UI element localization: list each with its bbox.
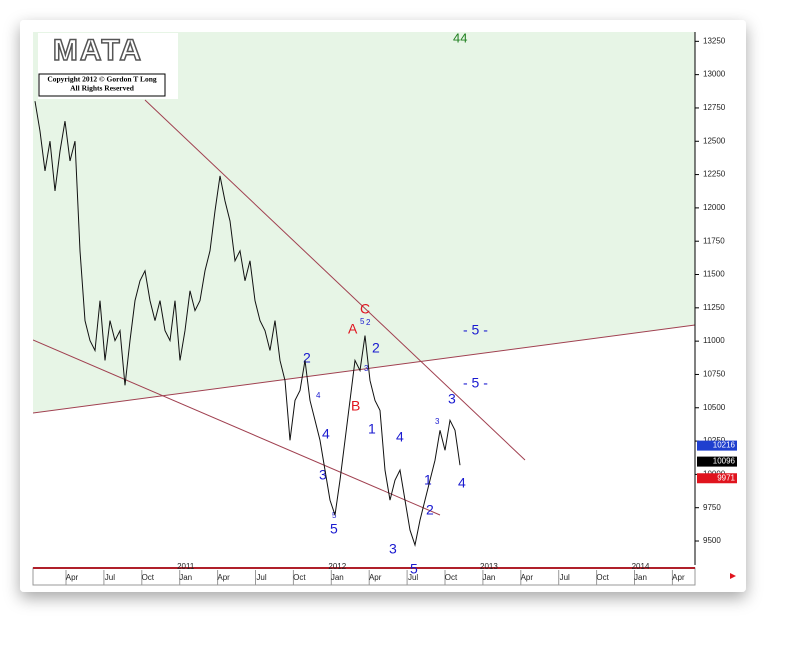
- trendlines: [33, 99, 695, 516]
- y-tick-label: 13250: [703, 36, 726, 45]
- annotation: 44: [453, 30, 467, 45]
- annotation: 3: [435, 417, 440, 426]
- y-tick-label: 12250: [703, 170, 726, 179]
- price-marker: [697, 440, 737, 451]
- price-line: [34, 101, 461, 547]
- price-marker: [697, 473, 737, 484]
- x-tick-label: Oct: [445, 573, 458, 582]
- x-tick-label: Apr: [672, 573, 685, 582]
- y-tick-label: 11000: [703, 336, 725, 345]
- annotation: C: [360, 301, 370, 317]
- x-tick-label: Jan: [634, 573, 647, 582]
- y-tick-label: 12000: [703, 203, 726, 212]
- y-tick-label: 9500: [703, 536, 721, 545]
- annotation: B: [351, 398, 360, 414]
- y-tick-label: 12500: [703, 136, 726, 145]
- annotation: 1: [424, 472, 432, 488]
- annotation: 4: [322, 426, 330, 442]
- x-tick-label: Jul: [105, 573, 115, 582]
- copyright: All Rights Reserved: [70, 84, 135, 93]
- y-tick-label: 9750: [703, 503, 721, 512]
- x-tick-label: Oct: [142, 573, 155, 582]
- year-label: 2011: [177, 562, 195, 571]
- price-marker: [697, 456, 737, 467]
- x-tick-label: Apr: [217, 573, 230, 582]
- x-tick-label: Apr: [521, 573, 534, 582]
- annotation: 4: [396, 429, 404, 445]
- annotation: 3: [389, 541, 397, 557]
- y-tick-label: 13000: [703, 70, 726, 79]
- copyright: Copyright 2012 © Gordon T Long: [47, 75, 157, 84]
- y-tick-label: 10500: [703, 403, 726, 412]
- x-tick-label: Apr: [369, 573, 382, 582]
- x-tick-label: Apr: [66, 573, 79, 582]
- annotation: 2: [303, 350, 311, 366]
- annotation: 5: [410, 561, 418, 577]
- x-tick-label: Jan: [179, 573, 192, 582]
- x-tick-label: Jul: [560, 573, 570, 582]
- logo: MATA: [53, 34, 143, 67]
- x-tick-label: Jul: [408, 573, 418, 582]
- price-marker-label: 10216: [713, 441, 736, 450]
- annotation: 5: [360, 317, 365, 326]
- annotation: - 5 -: [463, 375, 488, 391]
- y-tick-label: 10750: [703, 370, 726, 379]
- channel-fill: [33, 32, 695, 413]
- y-tick-label: 11750: [703, 236, 725, 245]
- annotation: 2: [426, 502, 434, 518]
- price-marker-label: 10096: [713, 457, 736, 466]
- annotation: A: [348, 321, 358, 337]
- x-tick-label: Jul: [256, 573, 266, 582]
- x-tick-label: Oct: [596, 573, 609, 582]
- price-marker-label: 9971: [717, 473, 735, 482]
- annotation: 2: [366, 318, 371, 327]
- y-tick-label: 11500: [703, 270, 725, 279]
- x-tick-label: Oct: [293, 573, 306, 582]
- copyright-box: [38, 73, 166, 97]
- annotation: 3: [364, 364, 369, 373]
- y-tick-label: 12750: [703, 103, 726, 112]
- annotation: 1: [368, 421, 376, 437]
- x-tick-label: Jan: [482, 573, 495, 582]
- scroll-arrow[interactable]: [730, 573, 736, 579]
- annotation: 3: [319, 467, 327, 483]
- annotation: 5: [330, 521, 338, 537]
- annotation: 2: [372, 340, 380, 356]
- y-tick-label: 11250: [703, 303, 725, 312]
- year-label: 2013: [480, 562, 498, 571]
- year-label: 2012: [328, 562, 346, 571]
- annotation: 4: [458, 475, 466, 491]
- annotation: 3: [448, 391, 456, 407]
- annotation: 5: [332, 511, 337, 520]
- x-tick-label: Jan: [331, 573, 344, 582]
- annotation: 4: [316, 391, 321, 400]
- year-label: 2014: [632, 562, 650, 571]
- annotation: - 5 -: [463, 322, 488, 338]
